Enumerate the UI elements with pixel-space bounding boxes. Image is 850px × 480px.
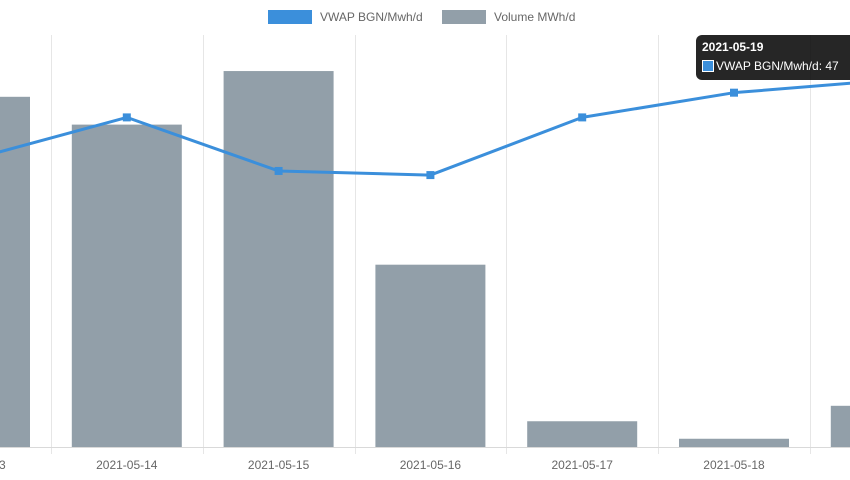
tick-layer: 2021-05-13 2021-05-14 2021-05-15 2021-05-16… (0, 458, 765, 472)
legend-swatch-volume[interactable] (442, 10, 486, 24)
x-tick-label-2021-05-13: 2021-05-13 (0, 458, 6, 472)
x-tick-label-2021-05-14: 2021-05-14 (96, 458, 158, 472)
volume-bar-2021-05-19[interactable] (830, 405, 850, 447)
tooltip-label: VWAP BGN/Mwh/d: 47 (716, 59, 839, 73)
vwap-point-2021-05-17[interactable] (578, 113, 587, 122)
legend-swatch-vwap[interactable] (268, 10, 312, 24)
vwap-point-2021-05-16[interactable] (426, 171, 435, 180)
x-tick-label-2021-05-18: 2021-05-18 (703, 458, 765, 472)
volume-bar-2021-05-17[interactable] (527, 421, 638, 447)
vwap-point-2021-05-15[interactable] (274, 166, 283, 175)
volume-bar-2021-05-18[interactable] (679, 438, 789, 447)
x-tick-label-2021-05-15: 2021-05-15 (248, 458, 310, 472)
volume-bar-2021-05-15[interactable] (223, 71, 334, 448)
bar-layer (0, 71, 850, 448)
legend: VWAP BGN/Mwh/d Volume MWh/d (268, 10, 575, 24)
tooltip-row: VWAP BGN/Mwh/d: 47 (702, 59, 850, 73)
vwap-point-2021-05-18[interactable] (730, 88, 738, 97)
volume-bar-2021-05-14[interactable] (71, 124, 182, 448)
volume-bar-2021-05-13[interactable] (0, 96, 30, 448)
line-layer (0, 81, 850, 180)
legend-label-vwap[interactable]: VWAP BGN/Mwh/d (320, 10, 423, 24)
x-tick-label-2021-05-16: 2021-05-16 (400, 458, 462, 472)
x-tick-label-2021-05-17: 2021-05-17 (552, 458, 614, 472)
volume-bar-2021-05-16[interactable] (375, 264, 486, 447)
legend-label-volume[interactable]: Volume MWh/d (494, 10, 575, 24)
tooltip-swatch (702, 60, 714, 72)
chart-tooltip: 2021-05-19 VWAP BGN/Mwh/d: 47 (696, 35, 850, 80)
vwap-point-2021-05-14[interactable] (122, 113, 131, 122)
tooltip-title: 2021-05-19 (702, 40, 764, 54)
